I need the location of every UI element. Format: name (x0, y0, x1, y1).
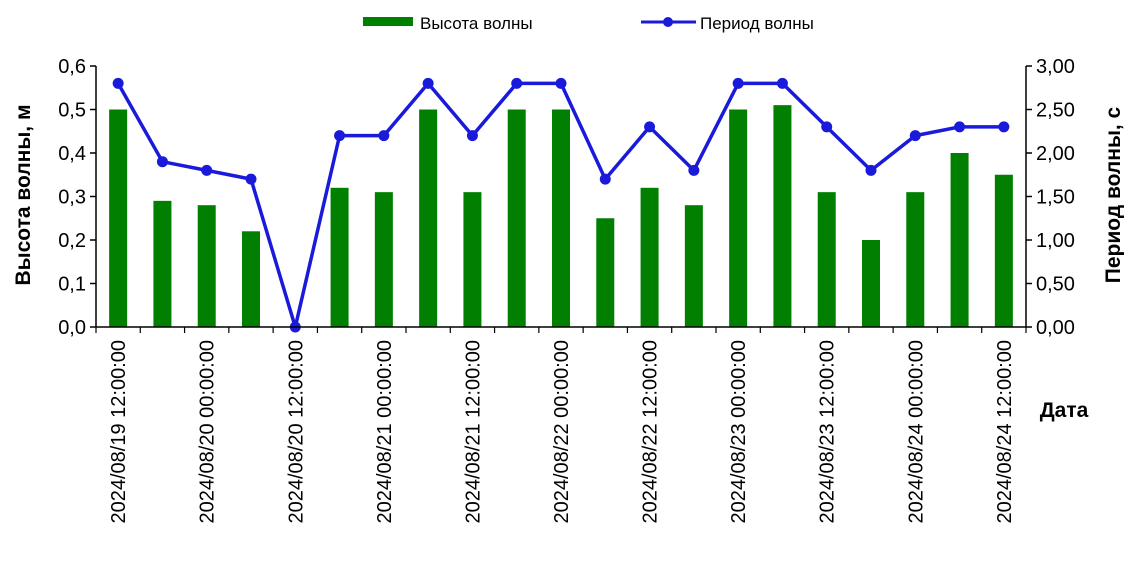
point-wave-period (599, 173, 611, 185)
point-wave-period (954, 121, 966, 133)
x-tick-label: 2024/08/24 12:00:00 (994, 340, 1016, 524)
legend-marker-wave-period (663, 17, 673, 27)
point-wave-period (112, 77, 124, 89)
x-tick-label: 2024/08/19 12:00:00 (108, 340, 130, 524)
legend-swatch-wave-height (363, 17, 413, 26)
y-left-axis-title: Высота волны, м (12, 105, 35, 286)
bar-wave-height (197, 205, 216, 327)
bar-wave-height (906, 192, 925, 327)
point-wave-period (644, 121, 656, 133)
x-tick-label: 2024/08/21 12:00:00 (462, 340, 484, 524)
x-tick-label: 2024/08/22 00:00:00 (551, 340, 573, 524)
legend-label-wave-height: Высота волны (420, 14, 533, 33)
bar-wave-height (950, 153, 969, 327)
x-tick-label: 2024/08/23 12:00:00 (817, 340, 839, 524)
point-wave-period (378, 130, 390, 142)
point-wave-period (732, 77, 744, 89)
y-left-tick-label: 0,1 (58, 274, 86, 296)
y-right-tick-label: 1,50 (1036, 187, 1075, 209)
legend-label-wave-period: Период волны (700, 14, 814, 33)
bar-wave-height (419, 109, 438, 327)
y-right-tick-label: 3,00 (1036, 56, 1075, 78)
point-wave-period (422, 77, 434, 89)
point-wave-period (776, 77, 788, 89)
y-right-tick-label: 0,00 (1036, 317, 1075, 339)
bar-wave-height (330, 187, 349, 327)
point-wave-period (245, 173, 257, 185)
point-wave-period (688, 164, 700, 176)
y-left-tick-label: 0,4 (58, 143, 86, 165)
y-left-tick-label: 0,0 (58, 317, 86, 339)
point-wave-period (156, 156, 168, 168)
x-tick-label: 2024/08/20 00:00:00 (197, 340, 219, 524)
point-wave-period (334, 130, 346, 142)
x-tick-label: 2024/08/22 12:00:00 (640, 340, 662, 524)
x-axis-title: Дата (1040, 399, 1089, 422)
bar-wave-height (729, 109, 748, 327)
bar-wave-height (640, 187, 659, 327)
bar-wave-height (552, 109, 570, 327)
y-right-tick-label: 2,50 (1036, 100, 1075, 122)
y-left-tick-label: 0,2 (58, 230, 86, 252)
legend: Высота волны Период волны (363, 14, 814, 33)
bar-wave-height (994, 174, 1013, 327)
y-left-tick-label: 0,5 (58, 100, 86, 122)
y-right-tick-label: 1,00 (1036, 230, 1075, 252)
x-tick-label: 2024/08/20 12:00:00 (285, 340, 307, 524)
point-wave-period (555, 77, 567, 89)
y-left-tick-label: 0,3 (58, 187, 86, 209)
bar-wave-height (109, 109, 128, 327)
bar-wave-height (817, 192, 836, 327)
y-right-axis-title: Период волны, с (1102, 106, 1124, 283)
y-left-tick-label: 0,6 (58, 56, 86, 78)
x-tick-label: 2024/08/23 00:00:00 (728, 340, 750, 524)
point-wave-period (998, 121, 1010, 133)
point-wave-period (466, 130, 478, 142)
bar-wave-height (773, 105, 792, 328)
bar-wave-height (862, 240, 880, 327)
bar-wave-height (153, 200, 172, 327)
bar-wave-height (596, 218, 615, 327)
point-wave-period (821, 121, 833, 133)
point-wave-period (201, 164, 213, 176)
point-wave-period (909, 130, 921, 142)
x-tick-label: 2024/08/21 00:00:00 (374, 340, 396, 524)
bar-wave-height (507, 109, 526, 327)
y-right-tick-label: 0,50 (1036, 274, 1075, 296)
y-right-tick-label: 2,00 (1036, 143, 1075, 165)
bar-wave-height (242, 231, 260, 327)
bar-wave-height (374, 192, 393, 327)
bar-wave-height (463, 192, 482, 327)
x-tick-label: 2024/08/24 00:00:00 (905, 340, 927, 524)
point-wave-period (865, 164, 877, 176)
bar-wave-height (684, 205, 703, 327)
point-wave-period (511, 77, 523, 89)
